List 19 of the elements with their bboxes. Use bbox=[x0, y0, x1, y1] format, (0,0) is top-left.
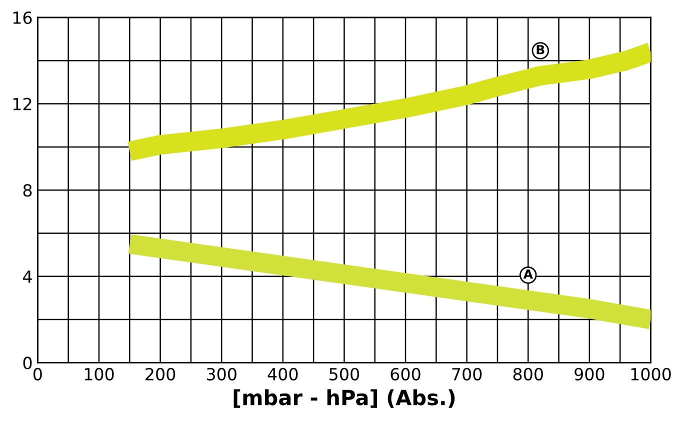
x-tick-label: 800 bbox=[513, 368, 543, 380]
x-tick-label: 100 bbox=[84, 368, 114, 380]
y-tick-label: 0 bbox=[23, 356, 32, 370]
x-tick-label: 700 bbox=[452, 368, 482, 380]
x-tick-label: 500 bbox=[330, 368, 360, 380]
x-tick-label: 600 bbox=[390, 368, 420, 380]
series-label: B bbox=[536, 45, 544, 54]
y-tick-label: 4 bbox=[23, 270, 32, 283]
x-axis-title: [mbar - hPa] (Abs.) bbox=[234, 389, 455, 408]
x-tick-label: 200 bbox=[146, 368, 176, 380]
x-tick-label: 0 bbox=[33, 368, 42, 380]
x-tick-label: 400 bbox=[268, 368, 298, 380]
y-tick-label: 8 bbox=[23, 184, 32, 197]
y-tick-label: 16 bbox=[13, 11, 32, 24]
x-tick-label: 300 bbox=[206, 368, 236, 380]
x-tick-label: 900 bbox=[574, 368, 604, 380]
series-label: A bbox=[523, 269, 533, 279]
x-tick-label: 1000 bbox=[631, 368, 671, 380]
y-tick-label: 12 bbox=[13, 98, 32, 110]
